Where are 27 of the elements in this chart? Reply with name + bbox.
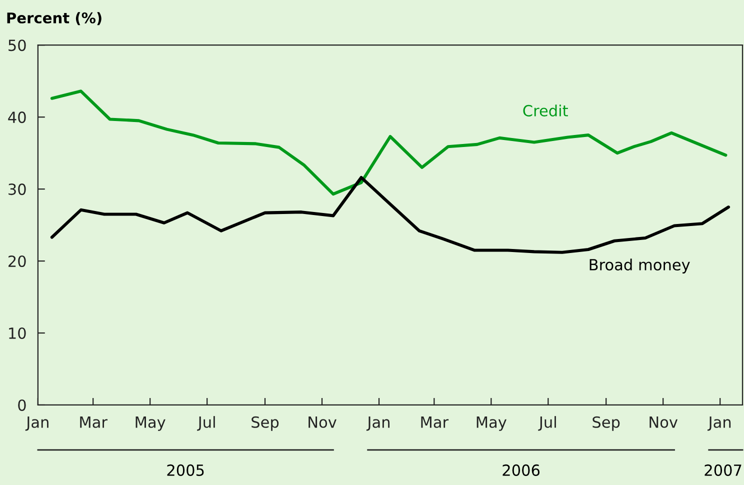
y-tick-label: 20 [8, 255, 26, 268]
x-tick-label: Mar [421, 416, 449, 428]
x-tick-label: May [476, 416, 506, 431]
x-tick-label: Jan [708, 416, 731, 431]
x-tick-label: Jan [366, 416, 390, 431]
y-tick-label: 30 [8, 184, 26, 196]
y-axis-title: Percent (%) [7, 12, 102, 26]
y-tick-label: 10 [9, 327, 26, 340]
x-tick-label: May [136, 416, 166, 431]
x-tick-label: Mar [80, 416, 108, 428]
x-tick-label: Jul [197, 416, 215, 431]
y-tick-label: 0 [18, 399, 26, 411]
series-label: Broad money [590, 258, 690, 274]
x-tick-label: Nov [308, 416, 336, 428]
line-series [50, 90, 728, 196]
y-tick-label: 40 [8, 112, 26, 124]
y-tick-label: 50 [8, 40, 26, 52]
x-tick-label: Sep [592, 416, 620, 431]
text: 2007 [704, 464, 742, 476]
text: 2006 [502, 464, 540, 476]
x-tick-label: Jan [25, 416, 48, 431]
x-tick-label: Jul [538, 416, 556, 431]
text: 2005 [167, 464, 204, 476]
x-tick-label: Sep [252, 416, 279, 431]
line-series [50, 176, 730, 254]
series-label: Credit [523, 104, 568, 116]
x-tick-label: Nov [650, 416, 678, 428]
